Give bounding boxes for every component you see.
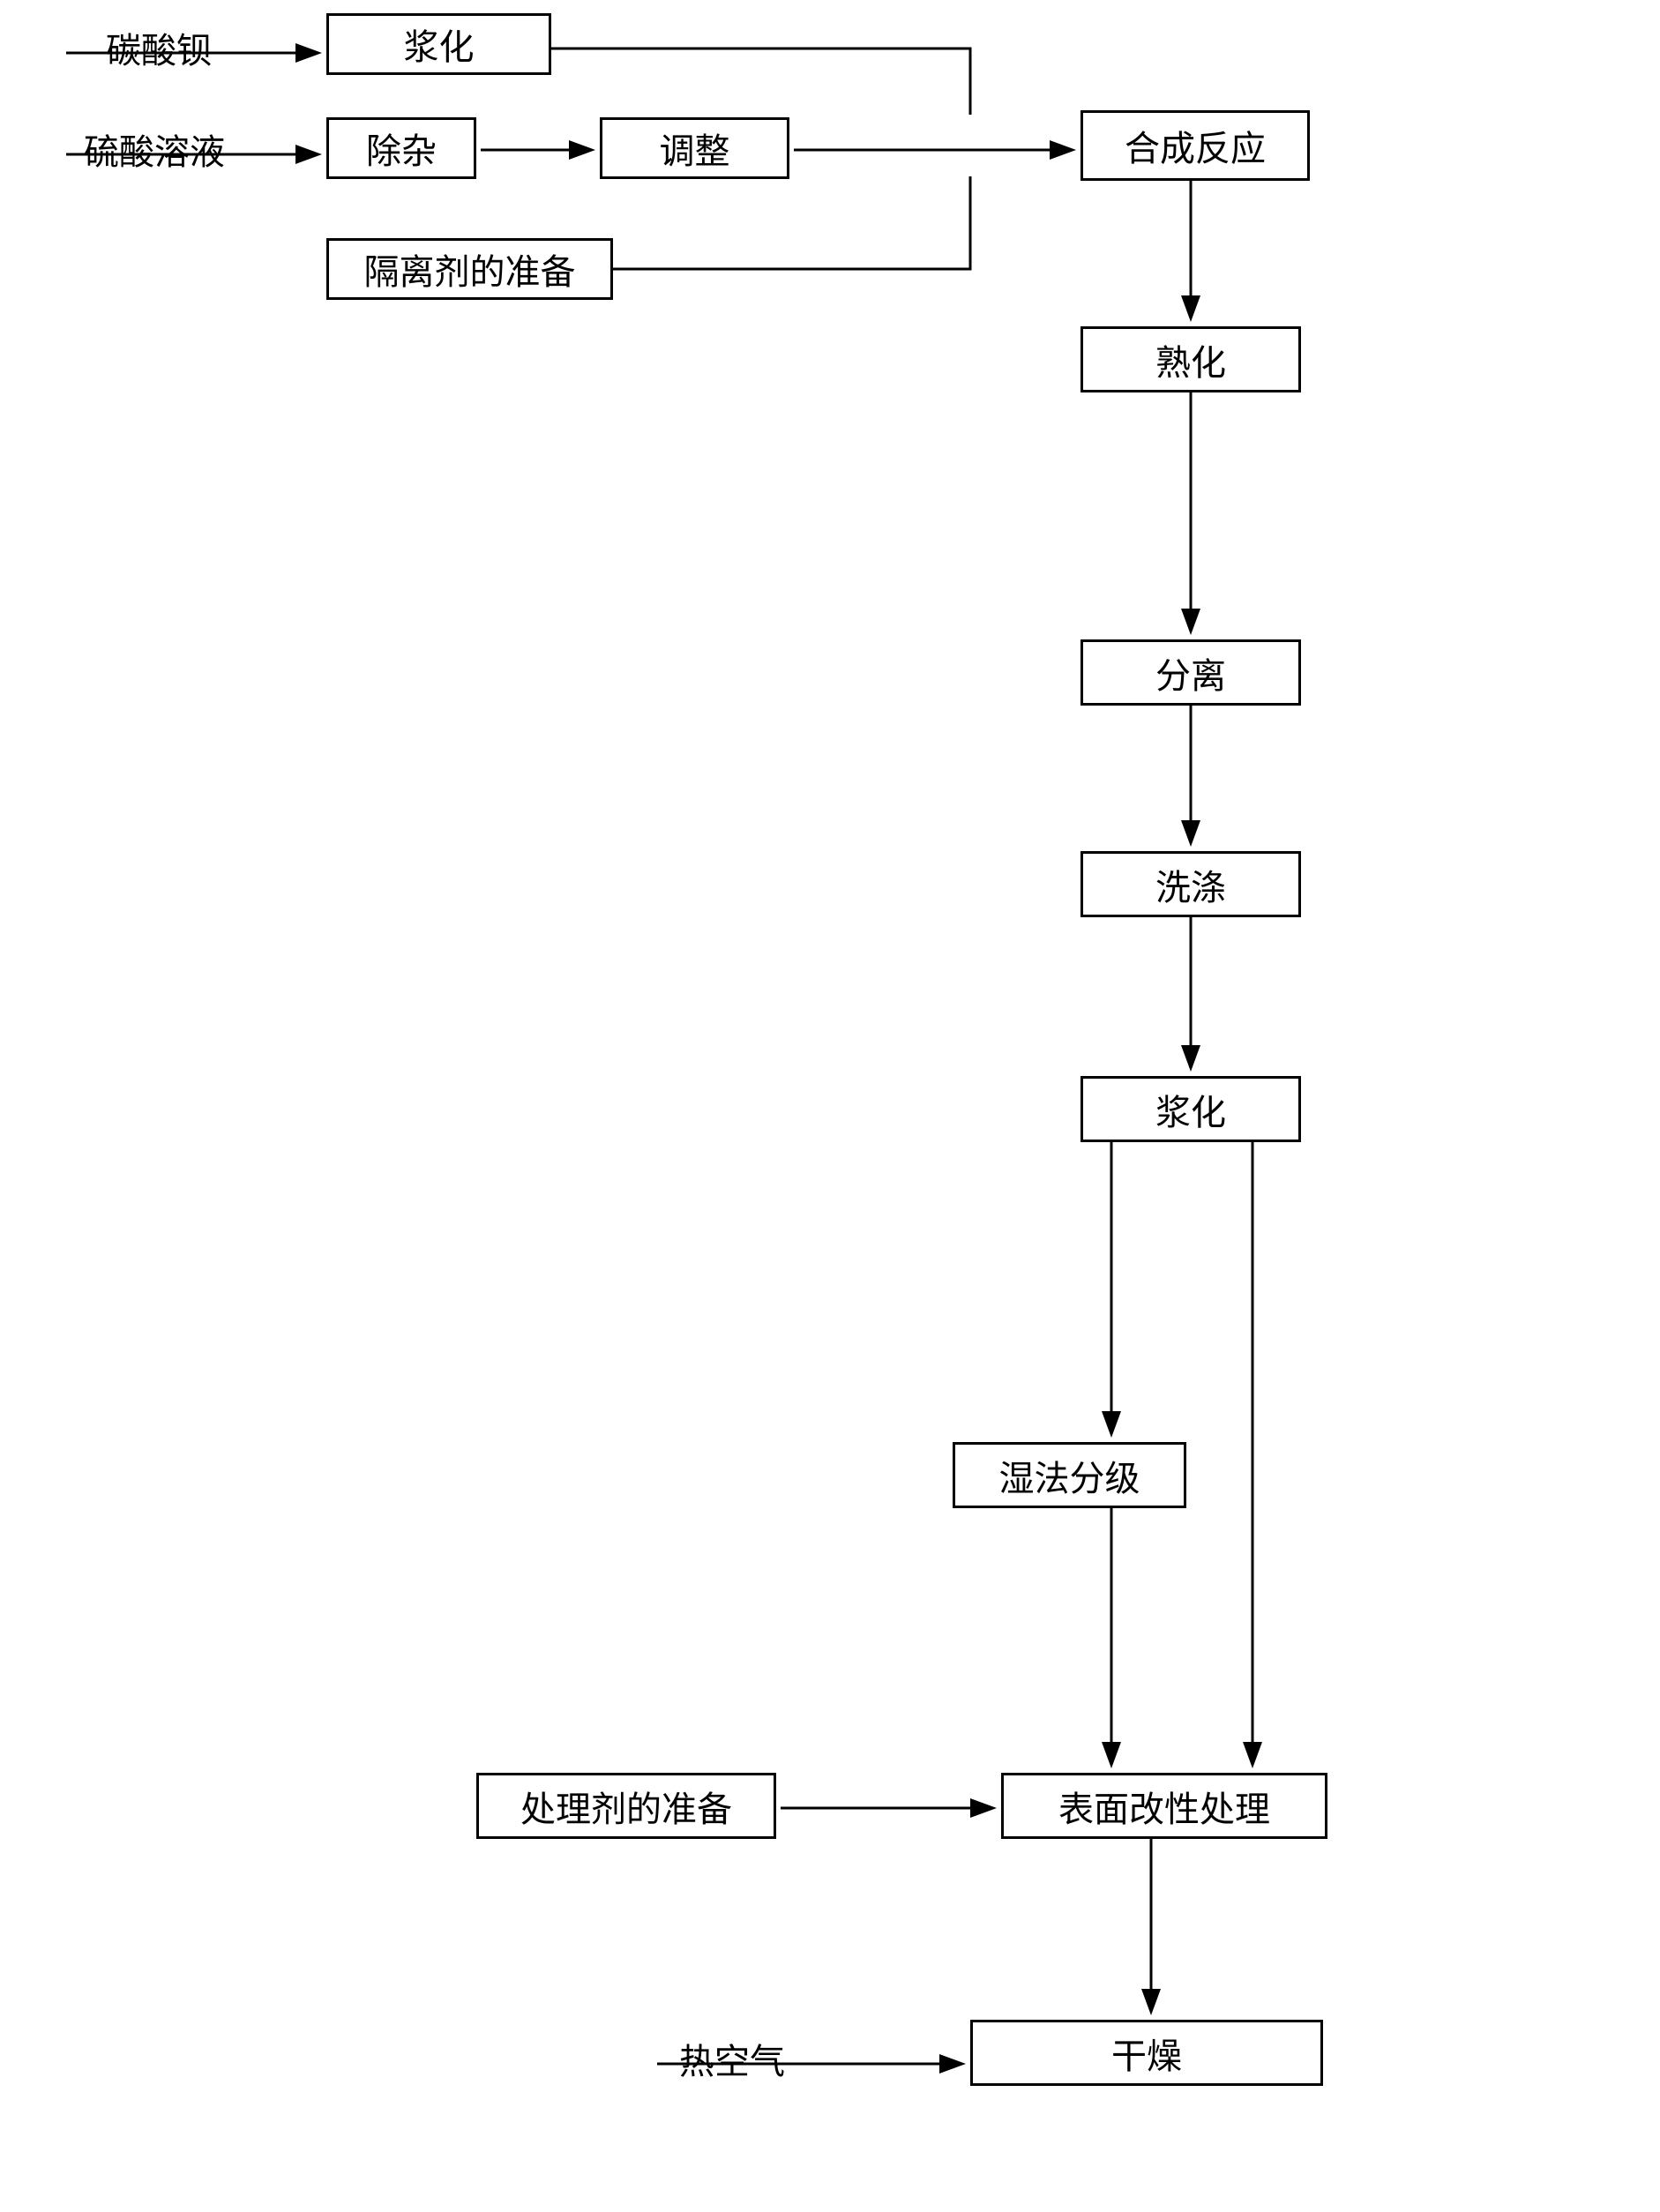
arrowhead-e-h2so4-impurity <box>295 145 322 164</box>
label-lbl-hot-air: 热空气 <box>679 2033 785 2084</box>
node-n-dry: 干燥 <box>970 2020 1323 2086</box>
arrowhead-e-baco3-slurry <box>295 43 322 63</box>
arrowhead-e-hot-dry <box>939 2054 966 2074</box>
edge-e-slurry1-down <box>551 49 970 115</box>
flowchart-canvas: 浆化除杂调整隔离剂的准备合成反应熟化分离洗涤浆化湿法分级处理剂的准备表面改性处理… <box>0 0 1660 2212</box>
node-n-isolator: 隔离剂的准备 <box>326 238 613 300</box>
node-n-agent: 处理剂的准备 <box>476 1773 776 1839</box>
arrowhead-e-agent-surf <box>970 1798 997 1818</box>
node-n-wet-class: 湿法分级 <box>953 1442 1186 1508</box>
arrowhead-e-slurry2-wet <box>1102 1411 1121 1438</box>
node-n-slurry-1: 浆化 <box>326 13 551 75</box>
edge-e-isolator-up <box>613 176 970 269</box>
arrowhead-e-synth-cure <box>1181 295 1200 322</box>
node-n-slurry-2: 浆化 <box>1080 1076 1301 1142</box>
arrowhead-e-sep-wash <box>1181 820 1200 847</box>
arrowhead-e-cure-sep <box>1181 609 1200 635</box>
edges-layer <box>0 0 1660 2212</box>
node-n-synth: 合成反应 <box>1080 110 1310 181</box>
arrowhead-e-wash-slurry2 <box>1181 1045 1200 1072</box>
node-n-wash: 洗涤 <box>1080 851 1301 917</box>
label-lbl-baco3: 碳酸钡 <box>106 22 212 73</box>
node-n-cure: 熟化 <box>1080 326 1301 392</box>
label-lbl-h2so4: 硫酸溶液 <box>84 123 225 175</box>
arrowhead-e-wet-surf <box>1102 1742 1121 1768</box>
arrowhead-e-imp-adjust <box>569 140 595 160</box>
arrowhead-e-surf-dry <box>1141 1989 1161 2015</box>
arrowhead-e-slurry2-surf <box>1243 1742 1262 1768</box>
node-n-impurity: 除杂 <box>326 117 476 179</box>
node-n-adjust: 调整 <box>600 117 789 179</box>
node-n-separate: 分离 <box>1080 639 1301 706</box>
arrowhead-e-adjust-synth <box>1050 140 1076 160</box>
node-n-surface: 表面改性处理 <box>1001 1773 1327 1839</box>
